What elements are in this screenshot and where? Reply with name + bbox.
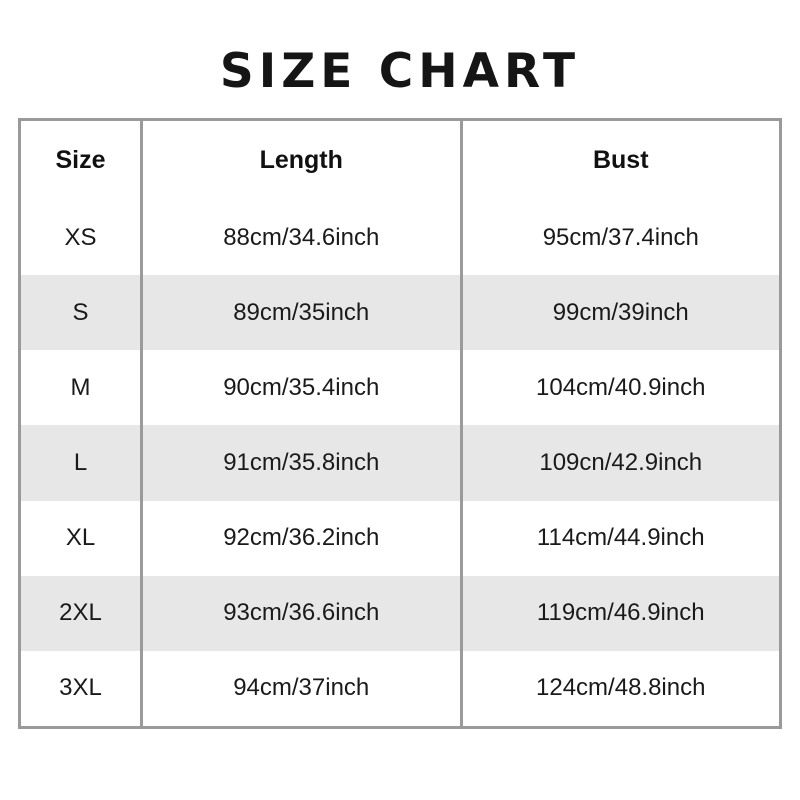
size-chart-table: Size Length Bust XS 88cm/34.6inch 95cm/3… <box>18 118 782 729</box>
table-row-2xl: 2XL 93cm/36.6inch 119cm/46.9inch <box>21 575 780 651</box>
length-value: 89cm/35inch <box>140 275 460 351</box>
size-label: 3XL <box>59 674 102 702</box>
length-value: 93cm/36.6inch <box>140 575 460 651</box>
size-label: 2XL <box>59 599 102 627</box>
size-label: M <box>70 373 91 401</box>
header-bust: Bust <box>459 121 780 200</box>
table-row-xs: XS 88cm/34.6inch 95cm/37.4inch <box>21 200 780 276</box>
table-row-xl: XL 92cm/36.2inch 114cm/44.9inch <box>21 500 780 576</box>
page-title: SIZE CHART <box>219 44 581 99</box>
length-value: 90cm/35.4inch <box>140 350 460 426</box>
table-header-row: Size Length Bust <box>21 121 779 200</box>
length-value: 94cm/37inch <box>140 650 460 726</box>
size-label: S <box>72 298 89 326</box>
bust-value: 95cm/37.4inch <box>459 200 780 276</box>
size-label: XS <box>64 223 97 251</box>
length-value: 91cm/35.8inch <box>140 425 460 501</box>
table-row-s: S 89cm/35inch 99cm/39inch <box>21 275 780 351</box>
size-label: L <box>73 448 88 476</box>
header-length: Length <box>140 121 460 200</box>
length-value: 92cm/36.2inch <box>140 500 460 576</box>
bust-value: 104cm/40.9inch <box>459 350 780 426</box>
bust-value: 119cm/46.9inch <box>459 575 780 651</box>
table-row-l: L 91cm/35.8inch 109cn/42.9inch <box>21 425 780 501</box>
bust-value: 114cm/44.9inch <box>459 500 780 576</box>
bust-value: 99cm/39inch <box>459 275 780 351</box>
bust-value: 109cn/42.9inch <box>459 425 780 501</box>
table-row-3xl: 3XL 94cm/37inch 124cm/48.8inch <box>21 650 780 726</box>
header-size: Size <box>55 146 106 174</box>
size-label: XL <box>65 524 96 552</box>
length-value: 88cm/34.6inch <box>140 200 460 276</box>
table-row-m: M 90cm/35.4inch 104cm/40.9inch <box>21 350 780 426</box>
bust-value: 124cm/48.8inch <box>459 650 780 726</box>
